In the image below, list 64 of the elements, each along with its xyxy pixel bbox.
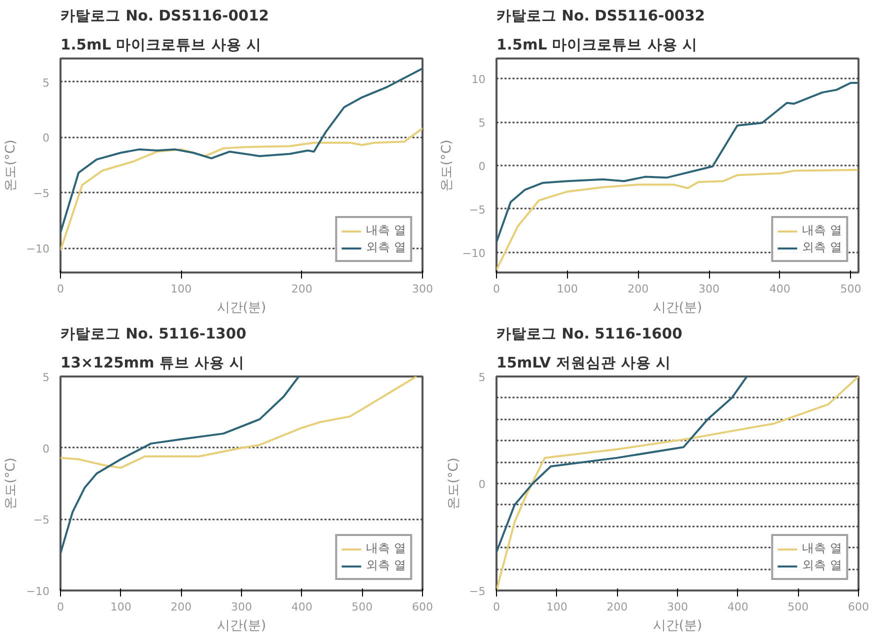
y-tick-label: 10 <box>472 73 486 86</box>
y-tick-label: 5 <box>478 116 486 130</box>
x-axis-title: 시간(분) <box>652 618 702 634</box>
x-tick-label: 200 <box>606 600 628 614</box>
x-tick-label: 400 <box>769 282 790 296</box>
x-tick-label: 200 <box>628 282 649 296</box>
x-axis-title: 시간(분) <box>216 300 266 316</box>
legend-label: 내측 열 <box>366 222 406 239</box>
y-tick-label: −10 <box>462 246 486 260</box>
y-tick-label: −10 <box>26 242 50 256</box>
x-tick-label: 500 <box>840 282 862 296</box>
chart-subtitle: 15mLV 저원심관 사용 시 <box>496 354 672 372</box>
y-tick-label: −10 <box>26 585 50 598</box>
x-tick-label: 500 <box>788 600 809 614</box>
y-tick-label: 5 <box>478 371 486 384</box>
chart-subtitle: 13×125mm 튜브 사용 시 <box>60 354 245 372</box>
legend-label: 외측 열 <box>366 557 406 574</box>
x-tick-label: 0 <box>57 600 64 614</box>
y-tick-label: −5 <box>469 585 486 598</box>
chart-title: 카탈로그 No. 5116-1600 <box>496 326 682 342</box>
chart-subtitle: 1.5mL 마이크로튜브 사용 시 <box>60 36 262 54</box>
x-axis-title: 시간(분) <box>216 618 266 634</box>
y-axis-title: 온도(°C) <box>3 458 18 510</box>
y-tick-label: 0 <box>478 160 486 173</box>
y-tick-label: 5 <box>42 371 50 384</box>
x-tick-label: 300 <box>667 600 688 614</box>
x-tick-label: 400 <box>727 600 748 614</box>
x-tick-label: 600 <box>848 600 869 614</box>
x-axis-title: 시간(분) <box>652 300 702 316</box>
legend-label: 내측 열 <box>366 540 406 557</box>
x-tick-label: 300 <box>698 282 720 296</box>
y-axis-title: 온도(°C) <box>439 140 454 192</box>
x-tick-label: 400 <box>291 600 312 614</box>
x-tick-label: 200 <box>291 282 312 296</box>
x-tick-label: 100 <box>556 282 578 296</box>
y-tick-label: 0 <box>478 478 486 491</box>
chart-title: 카탈로그 No. DS5116-0032 <box>496 8 705 24</box>
x-tick-label: 0 <box>493 600 500 614</box>
x-tick-label: 100 <box>170 282 192 296</box>
x-tick-label: 0 <box>493 282 500 296</box>
x-tick-label: 500 <box>352 600 373 614</box>
legend-label: 외측 열 <box>366 239 406 256</box>
legend-label: 외측 열 <box>802 557 842 574</box>
legend-label: 내측 열 <box>802 222 842 239</box>
legend-label: 내측 열 <box>802 540 842 557</box>
x-tick-label: 100 <box>546 600 568 614</box>
y-axis-title: 온도(°C) <box>3 140 18 192</box>
y-tick-label: −5 <box>33 187 50 200</box>
chart-title: 카탈로그 No. 5116-1300 <box>60 326 246 342</box>
x-tick-label: 600 <box>412 600 433 614</box>
y-tick-label: 0 <box>42 442 50 456</box>
x-tick-label: 200 <box>170 600 192 614</box>
y-tick-label: 5 <box>42 76 50 90</box>
x-tick-label: 300 <box>412 282 433 296</box>
y-tick-label: −5 <box>33 514 50 527</box>
chart-subtitle: 1.5mL 마이크로튜브 사용 시 <box>496 36 698 54</box>
y-tick-label: −5 <box>469 203 486 216</box>
x-tick-label: 0 <box>57 282 64 296</box>
x-tick-label: 300 <box>231 600 252 614</box>
chart-title: 카탈로그 No. DS5116-0012 <box>60 8 269 24</box>
legend-label: 외측 열 <box>802 239 842 256</box>
y-tick-label: 0 <box>42 132 50 145</box>
y-axis-title: 온도(°C) <box>446 458 462 510</box>
x-tick-label: 100 <box>110 600 132 614</box>
